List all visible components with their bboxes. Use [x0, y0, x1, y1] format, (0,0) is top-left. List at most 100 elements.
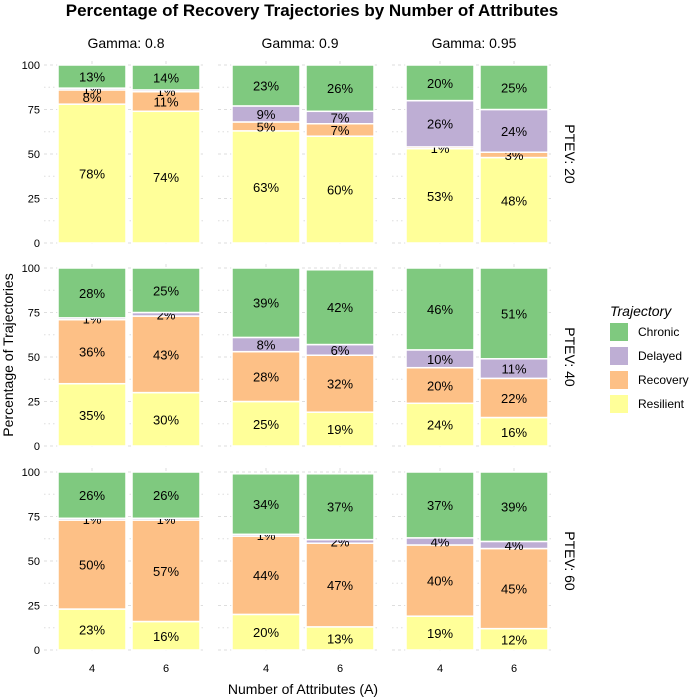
- data-label: 7%: [331, 111, 350, 126]
- y-tick-label: 50: [28, 352, 40, 364]
- data-label: 20%: [427, 76, 453, 91]
- bar-segment-chronic: [131, 64, 201, 91]
- legend-key-chronic: [610, 323, 628, 341]
- panels-layer: Gamma: 0.8 Gamma: 0.9 Gamma: 0.95 PTEV: 20 P…: [22, 35, 578, 675]
- data-label: 37%: [427, 498, 453, 513]
- bar-segment-chronic: [305, 269, 375, 346]
- bar-segment-resilient: [131, 110, 201, 244]
- bar-segment-resilient: [57, 382, 127, 447]
- bar-segment-recovery: [305, 542, 375, 628]
- legend-key-recovery: [610, 371, 628, 389]
- legend-label: Chronic: [638, 325, 679, 339]
- bar-segment-chronic: [405, 471, 475, 539]
- data-label: 46%: [427, 302, 453, 317]
- bar-segment-chronic: [405, 267, 475, 351]
- data-label: 9%: [257, 107, 276, 122]
- row-facet-label: PTEV: 60: [562, 531, 578, 591]
- y-tick-label: 50: [28, 556, 40, 568]
- y-tick-label: 100: [22, 60, 40, 72]
- legend: Trajectory Chronic Delayed Recovery Resilie…: [610, 303, 689, 413]
- bar-segment-chronic: [305, 64, 375, 113]
- bar-segment-delayed: [405, 99, 475, 148]
- data-label: 12%: [501, 632, 527, 647]
- data-label: 36%: [79, 345, 105, 360]
- data-label: 43%: [153, 347, 179, 362]
- data-label: 13%: [327, 631, 353, 646]
- bar-segment-resilient: [405, 147, 475, 244]
- bar-segment-recovery: [57, 318, 127, 385]
- data-label: 32%: [327, 377, 353, 392]
- y-tick-label: 75: [28, 512, 40, 524]
- bar-segment-chronic: [231, 64, 301, 107]
- y-tick-label: 0: [34, 238, 40, 250]
- x-tick-label: 6: [511, 663, 517, 675]
- data-label: 30%: [153, 412, 179, 427]
- data-label: 63%: [253, 180, 279, 195]
- data-label: 20%: [427, 378, 453, 393]
- data-label: 26%: [79, 488, 105, 503]
- column-facet-label: Gamma: 0.8: [87, 35, 164, 51]
- data-label: 11%: [501, 362, 526, 377]
- data-label: 34%: [253, 497, 279, 512]
- column-facet-label: Gamma: 0.9: [261, 35, 338, 51]
- bar-segment-chronic: [231, 267, 301, 339]
- bar-segment-chronic: [231, 473, 301, 536]
- bar-segment-chronic: [131, 267, 201, 314]
- bar-segment-resilient: [479, 416, 549, 447]
- data-label: 28%: [79, 286, 105, 301]
- bar-segment-chronic: [57, 471, 127, 520]
- data-label: 6%: [331, 343, 350, 358]
- data-label: 19%: [327, 422, 353, 437]
- panel-bars: 19%40%4%37%12%45%4%39%: [405, 471, 549, 651]
- data-label: 42%: [327, 300, 353, 315]
- bar-segment-chronic: [57, 267, 127, 319]
- row-facet-label: PTEV: 20: [562, 124, 578, 184]
- y-tick-label: 75: [28, 105, 40, 117]
- legend-label: Resilient: [638, 397, 685, 411]
- x-axis-label: Number of Attributes (A): [228, 681, 378, 697]
- panel-bars: 25% 28% 8% 39% 19% 32% 6% 42%: [231, 267, 375, 447]
- bar-segment-resilient: [231, 130, 301, 244]
- bar-segment-recovery: [305, 354, 375, 413]
- data-label: 16%: [153, 629, 179, 644]
- y-tick-label: 25: [28, 194, 40, 206]
- bar-segment-resilient: [305, 411, 375, 447]
- data-label: 5%: [257, 119, 276, 134]
- bar-segment-chronic: [305, 473, 375, 541]
- x-tick-label: 6: [163, 663, 169, 675]
- bar-segment-chronic: [479, 471, 549, 543]
- y-tick-label: 100: [22, 467, 40, 479]
- data-label: 25%: [253, 417, 279, 432]
- chart-title: Percentage of Recovery Trajectories by N…: [66, 1, 559, 20]
- data-label: 51%: [501, 306, 527, 321]
- bar-segment-resilient: [405, 615, 475, 651]
- x-tick-label: 6: [337, 663, 343, 675]
- x-tick-label: 4: [89, 663, 95, 675]
- data-label: 37%: [327, 500, 353, 515]
- data-label: 26%: [427, 117, 453, 132]
- y-tick-label: 25: [28, 397, 40, 409]
- data-label: 11%: [153, 94, 178, 109]
- data-label: 40%: [427, 574, 453, 589]
- y-tick-label: 75: [28, 308, 40, 320]
- y-tick-label: 0: [34, 645, 40, 657]
- legend-label: Recovery: [638, 373, 689, 387]
- panel-bars: 23%50%1%26%16%57%1%26%: [57, 471, 201, 651]
- data-label: 74%: [153, 170, 179, 185]
- data-label: 23%: [79, 623, 105, 638]
- data-label: 47%: [327, 578, 353, 593]
- panel-bars: 20%44%1%34%13%47%2%37%: [231, 473, 375, 651]
- legend-key-delayed: [610, 347, 628, 365]
- data-label: 10%: [427, 352, 453, 367]
- legend-title: Trajectory: [610, 303, 672, 319]
- data-label: 26%: [327, 81, 353, 96]
- bar-segment-recovery: [405, 544, 475, 617]
- panel-bars: 53%1%26%20%48%3%24%25%: [405, 64, 549, 244]
- data-label: 28%: [253, 370, 279, 385]
- x-tick-label: 4: [437, 663, 443, 675]
- y-tick-label: 0: [34, 441, 40, 453]
- data-label: 78%: [79, 167, 105, 182]
- bar-segment-chronic: [131, 471, 201, 520]
- bar-segment-resilient: [479, 156, 549, 244]
